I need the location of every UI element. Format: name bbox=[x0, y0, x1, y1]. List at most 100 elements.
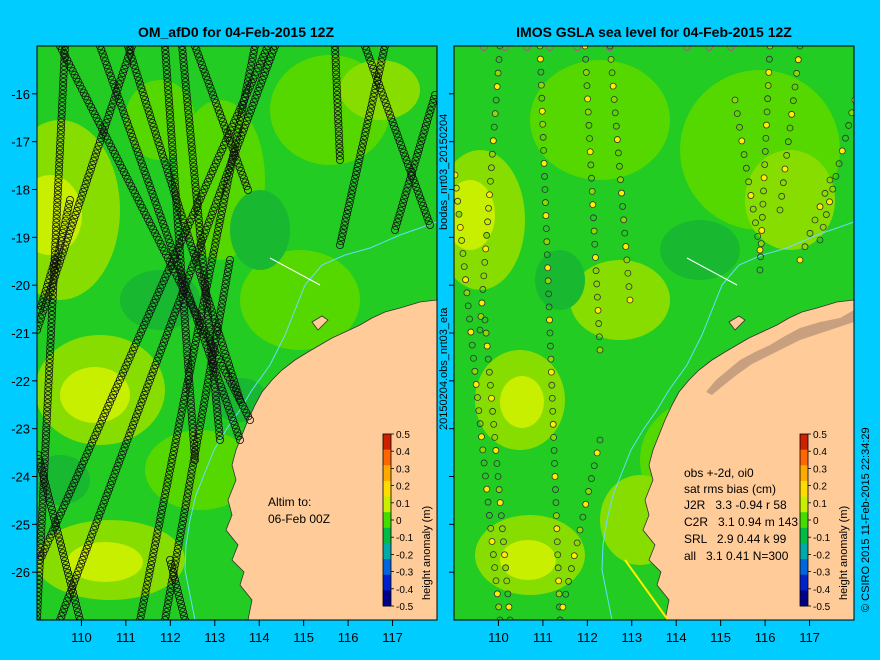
track-point bbox=[165, 466, 174, 475]
track-point bbox=[156, 284, 165, 293]
top-edge-point bbox=[546, 46, 554, 51]
track-point bbox=[207, 210, 216, 219]
track-point bbox=[222, 398, 231, 407]
observation-point bbox=[497, 512, 505, 520]
track-point bbox=[44, 490, 53, 499]
observation-point bbox=[592, 267, 600, 275]
track-point bbox=[188, 427, 197, 436]
track-point bbox=[66, 226, 75, 235]
track-point bbox=[45, 367, 54, 376]
track-point bbox=[413, 148, 422, 157]
track-point bbox=[45, 533, 54, 542]
track-point bbox=[143, 103, 152, 112]
track-point bbox=[172, 247, 181, 256]
track-point bbox=[331, 62, 340, 71]
track-point bbox=[254, 64, 263, 73]
track-point bbox=[42, 482, 51, 491]
track-point bbox=[387, 114, 396, 123]
track-point bbox=[54, 182, 63, 191]
observation-point bbox=[495, 486, 503, 493]
track-point bbox=[190, 166, 199, 175]
track-point bbox=[217, 382, 226, 391]
track-point bbox=[333, 90, 342, 99]
observation-point bbox=[625, 283, 633, 291]
observation-point bbox=[542, 199, 549, 206]
track-point bbox=[86, 442, 95, 451]
track-point bbox=[424, 114, 433, 123]
track-point bbox=[112, 383, 121, 392]
observation-point bbox=[503, 577, 511, 585]
track-point bbox=[79, 88, 88, 97]
track-point bbox=[159, 338, 168, 347]
track-point bbox=[42, 282, 51, 291]
track-point bbox=[100, 53, 109, 62]
track-point bbox=[63, 597, 72, 606]
track-point bbox=[160, 246, 169, 255]
track-point bbox=[46, 331, 55, 340]
observation-point bbox=[607, 55, 615, 63]
track-point bbox=[190, 449, 199, 458]
observation-point bbox=[552, 499, 560, 506]
track-point bbox=[218, 295, 227, 304]
track-point bbox=[185, 122, 194, 131]
track-point bbox=[124, 53, 133, 62]
track-point bbox=[334, 119, 343, 128]
track-point bbox=[247, 57, 256, 66]
track-point bbox=[345, 198, 354, 207]
track-point bbox=[53, 198, 62, 207]
track-point bbox=[43, 295, 52, 304]
track-point bbox=[158, 149, 167, 158]
observation-point bbox=[472, 381, 480, 388]
observation-point bbox=[816, 236, 824, 244]
track-point bbox=[43, 403, 52, 412]
observation-point bbox=[481, 316, 489, 324]
track-point bbox=[376, 61, 385, 70]
track-point bbox=[228, 152, 237, 161]
track-point bbox=[163, 604, 172, 613]
track-point bbox=[138, 203, 147, 212]
track-point bbox=[333, 99, 342, 108]
track-point bbox=[167, 138, 176, 147]
track-point bbox=[211, 367, 220, 376]
observation-point bbox=[489, 551, 497, 558]
track-point bbox=[397, 202, 406, 211]
colorbar-swatch bbox=[383, 465, 391, 482]
x-tick-label: 114 bbox=[666, 630, 687, 645]
track-point bbox=[365, 112, 374, 121]
track-point bbox=[199, 233, 208, 242]
track-point bbox=[245, 69, 254, 78]
track-point bbox=[139, 92, 148, 101]
observation-point bbox=[731, 96, 739, 104]
track-point bbox=[176, 279, 185, 288]
track-point bbox=[59, 66, 68, 75]
colorbar-tick-label: 0.3 bbox=[396, 464, 410, 475]
track-point bbox=[171, 439, 180, 448]
track-point bbox=[223, 179, 232, 188]
track-point bbox=[179, 62, 188, 71]
track-point bbox=[228, 154, 237, 163]
track-point bbox=[170, 178, 179, 187]
track-point bbox=[147, 372, 156, 381]
track-point bbox=[148, 368, 157, 377]
track-point bbox=[47, 267, 56, 276]
colorbar-tick-label: -0.4 bbox=[813, 585, 831, 596]
track-point bbox=[141, 588, 150, 597]
track-point bbox=[176, 600, 185, 609]
track-point bbox=[210, 343, 219, 352]
track-point bbox=[161, 54, 170, 63]
track-point bbox=[369, 92, 378, 101]
track-point bbox=[233, 128, 242, 137]
track-point bbox=[114, 379, 123, 388]
track-point bbox=[356, 151, 365, 160]
track-point bbox=[245, 109, 254, 118]
observation-point bbox=[612, 122, 620, 130]
observation-point bbox=[471, 367, 479, 375]
left-map-panel: Altim to: 06-Feb 00Z 0.50.40.30.20.10-0.… bbox=[36, 45, 438, 621]
track-point bbox=[98, 49, 107, 58]
track-point bbox=[187, 214, 196, 223]
track-point bbox=[198, 188, 207, 197]
track-point bbox=[113, 462, 122, 471]
observation-point bbox=[496, 46, 504, 50]
track-point bbox=[417, 198, 426, 207]
observation-point bbox=[489, 407, 497, 415]
